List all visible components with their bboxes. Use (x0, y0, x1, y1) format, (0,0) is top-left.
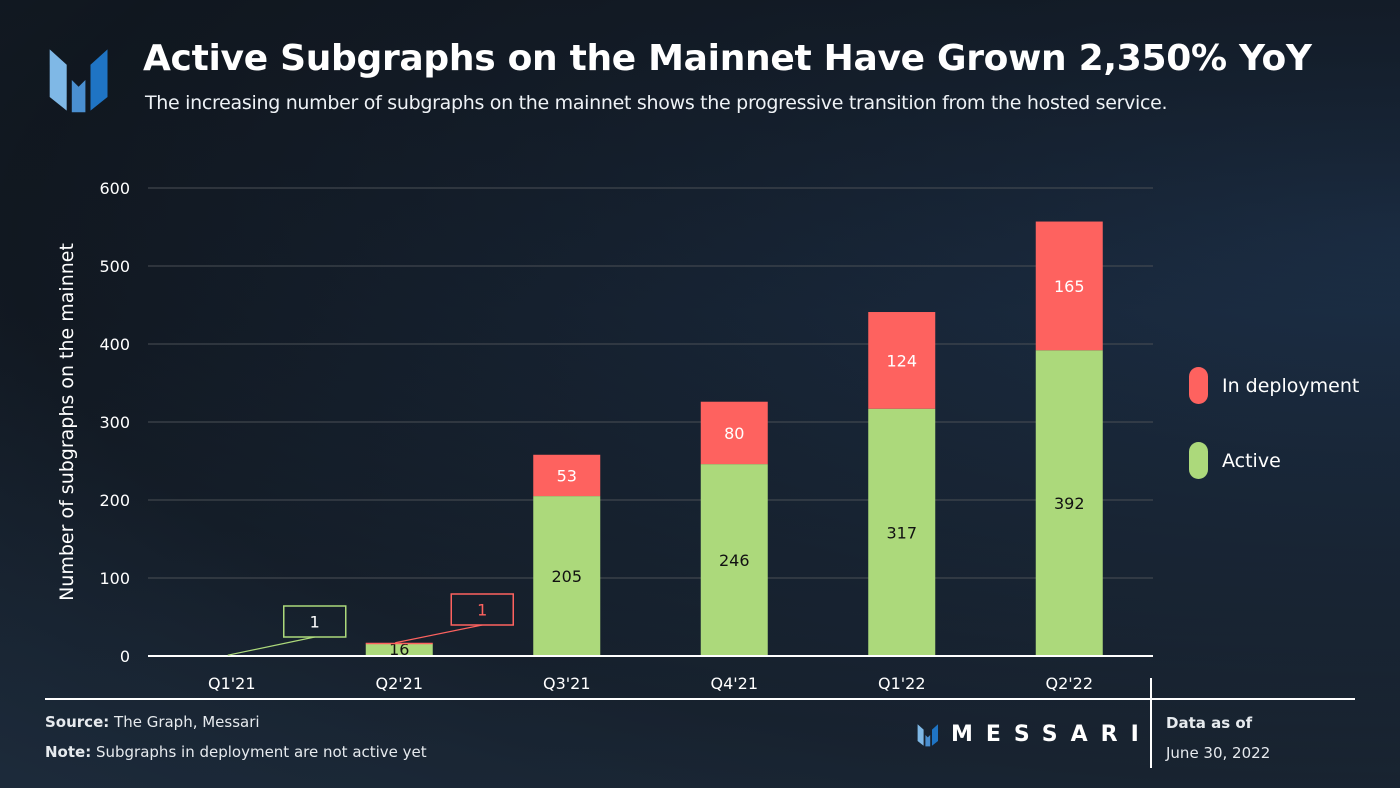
x-tick-label: Q1'22 (878, 674, 926, 693)
y-tick-label: 600 (99, 179, 130, 198)
note-line: Note: Subgraphs in deployment are not ac… (45, 743, 427, 761)
y-tick-label: 0 (120, 647, 130, 666)
gridlines (148, 187, 1153, 579)
bar-in-deployment (700, 401, 768, 465)
bar-active (1035, 350, 1103, 656)
bar-value-label: 16 (389, 640, 409, 659)
bar-in-deployment (533, 454, 601, 497)
x-axis-ticks: Q1'21 Q2'21 Q3'21 Q4'21 Q1'22 Q2'22 (208, 674, 1093, 693)
data-as-of-label: Data as of (1166, 714, 1253, 732)
bar-value-label: 317 (886, 523, 917, 542)
legend-swatch-in-deployment (1189, 367, 1208, 404)
y-tick-label: 300 (99, 413, 130, 432)
y-tick-label: 200 (99, 491, 130, 510)
chart-title: Active Subgraphs on the Mainnet Have Gro… (143, 38, 1312, 79)
source-label: Source: (45, 713, 110, 731)
callout-leader-line (395, 624, 483, 644)
legend-item-active: Active (1189, 442, 1281, 479)
data-as-of-date: June 30, 2022 (1166, 744, 1271, 762)
bar-active (700, 464, 768, 656)
source-text: The Graph, Messari (114, 713, 260, 731)
x-tick-label: Q2'22 (1045, 674, 1093, 693)
x-tick-label: Q4'21 (710, 674, 758, 693)
brand-wordmark: MESSARI (951, 722, 1152, 747)
bar-in-deployment (1035, 221, 1103, 351)
y-tick-label: 100 (99, 569, 130, 588)
bar-value-label: 80 (724, 424, 744, 443)
messari-logo-icon (49, 49, 108, 113)
legend-swatch-active (1189, 442, 1208, 479)
bar-active (868, 408, 936, 656)
stacked-bar-chart: 0 100 200 300 400 500 600 Number of subgraphs … (56, 179, 1153, 693)
bar-active (533, 496, 601, 656)
bars: 16 205 53 246 80 317 124 392 165 (198, 221, 1103, 659)
bar-value-label: 205 (551, 567, 582, 586)
callout-leader-line (227, 636, 315, 656)
callouts: 11 (227, 593, 514, 656)
legend-label: Active (1222, 449, 1281, 472)
y-tick-label: 500 (99, 257, 130, 276)
bar-in-deployment (868, 312, 936, 409)
bar-in-deployment (365, 642, 433, 645)
bar-active (365, 643, 433, 656)
note-text: Subgraphs in deployment are not active y… (95, 743, 427, 761)
x-tick-label: Q2'21 (375, 674, 423, 693)
bar-value-label: 53 (557, 466, 577, 485)
callout-box (450, 593, 514, 626)
x-tick-label: Q3'21 (543, 674, 591, 693)
messari-brand: MESSARI (917, 722, 1152, 747)
y-axis-label: Number of subgraphs on the mainnet (56, 243, 78, 601)
y-axis-ticks: 0 100 200 300 400 500 600 (99, 179, 130, 666)
source-line: Source: The Graph, Messari (45, 713, 260, 731)
legend-label: In deployment (1222, 374, 1360, 397)
bar-value-label: 124 (886, 351, 917, 370)
footer-vertical-divider (1150, 678, 1152, 768)
chart-subtitle: The increasing number of subgraphs on th… (145, 92, 1168, 114)
messari-logo-icon (917, 723, 938, 746)
bar-value-label: 246 (719, 551, 750, 570)
callout-box (283, 605, 347, 638)
y-tick-label: 400 (99, 335, 130, 354)
legend-item-in-deployment: In deployment (1189, 367, 1359, 404)
bar-value-label: 392 (1054, 494, 1085, 513)
note-label: Note: (45, 743, 92, 761)
callout-label: 1 (477, 601, 487, 620)
x-tick-label: Q1'21 (208, 674, 256, 693)
footer-divider (45, 698, 1355, 700)
bar-value-label: 165 (1054, 277, 1085, 296)
callout-label: 1 (310, 613, 320, 632)
